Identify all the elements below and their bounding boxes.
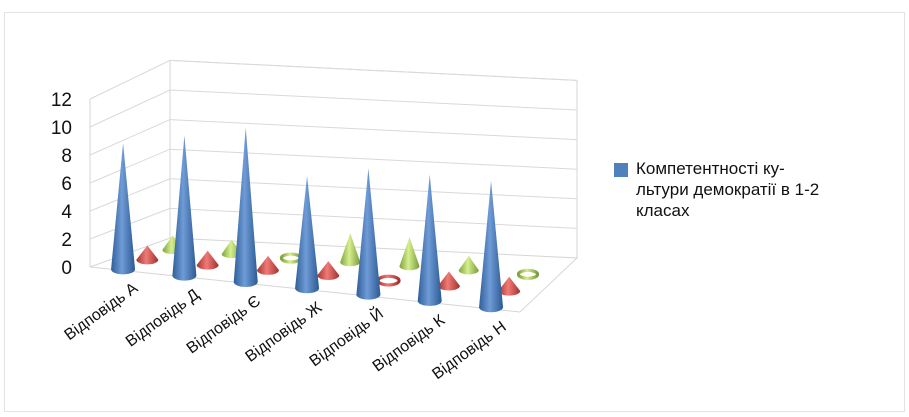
y-tick-label: 6 <box>61 174 72 195</box>
cone-mark <box>399 237 420 271</box>
y-tick-label: 4 <box>61 202 72 223</box>
cone-mark <box>233 127 258 287</box>
cone-mark <box>417 174 442 306</box>
gridline <box>89 89 578 128</box>
cone-mark <box>437 271 460 291</box>
cone-mark <box>172 135 197 281</box>
gridline <box>89 207 578 240</box>
y-tick-label: 2 <box>61 230 72 251</box>
legend-label: Компетентності ку- льтури демократії в 1… <box>636 159 820 220</box>
gridline <box>89 119 578 156</box>
legend-swatch <box>614 163 628 177</box>
cone-mark <box>136 245 159 265</box>
cone-mark <box>111 143 136 275</box>
cone-mark <box>498 276 521 296</box>
gridline <box>89 178 578 212</box>
cone-mark <box>317 261 340 281</box>
cone-mark <box>196 250 219 270</box>
cone-mark <box>479 181 504 313</box>
cone-mark <box>458 255 479 275</box>
y-tick-label: 0 <box>61 258 72 279</box>
cone-mark <box>295 176 320 294</box>
y-tick-label: 10 <box>51 118 72 139</box>
cone-mark <box>256 255 279 275</box>
y-tick-label: 12 <box>51 90 72 111</box>
legend: Компетентності ку- льтури демократії в 1… <box>614 158 904 221</box>
gridline <box>89 59 578 100</box>
cone-mark <box>376 274 401 287</box>
cone-mark <box>356 168 381 300</box>
y-tick-label: 8 <box>61 146 72 167</box>
chart-area <box>4 12 905 412</box>
cone-mark <box>279 252 303 264</box>
gridline <box>89 148 578 184</box>
cone-mark <box>516 268 540 280</box>
cone-mark <box>340 233 361 267</box>
